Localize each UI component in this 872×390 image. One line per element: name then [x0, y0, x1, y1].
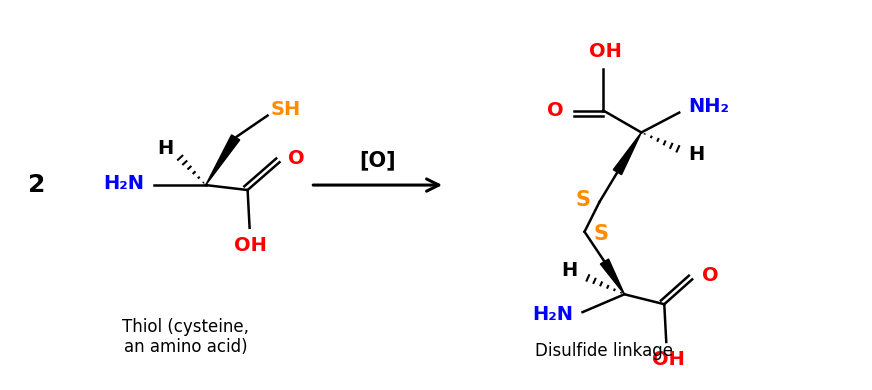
Text: Thiol (cysteine,
an amino acid): Thiol (cysteine, an amino acid): [122, 317, 249, 356]
Text: S: S: [594, 224, 609, 244]
Text: H₂N: H₂N: [532, 305, 573, 324]
Text: H: H: [688, 145, 705, 164]
Text: NH₂: NH₂: [689, 97, 730, 116]
Text: SH: SH: [270, 100, 301, 119]
Text: S: S: [575, 190, 590, 210]
Polygon shape: [613, 133, 641, 175]
Text: OH: OH: [235, 236, 267, 255]
Text: H: H: [158, 139, 174, 158]
Text: O: O: [288, 149, 304, 168]
Text: O: O: [548, 101, 564, 120]
Polygon shape: [600, 259, 624, 294]
Text: OH: OH: [652, 350, 685, 369]
Text: O: O: [702, 266, 719, 285]
Text: OH: OH: [589, 41, 622, 60]
Text: H: H: [562, 261, 577, 280]
Text: H₂N: H₂N: [104, 174, 145, 193]
Polygon shape: [206, 135, 240, 185]
Text: 2: 2: [28, 173, 45, 197]
Text: Disulfide linkage: Disulfide linkage: [535, 342, 673, 360]
Text: [O]: [O]: [359, 150, 396, 170]
